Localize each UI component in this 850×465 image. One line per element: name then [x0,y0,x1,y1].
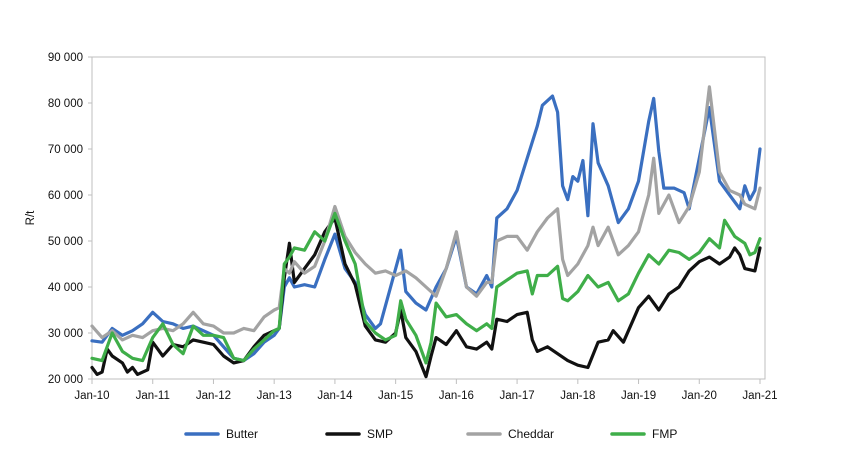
x-axis: Jan-10 Jan-11 Jan-12 Jan-13 Jan-14 Jan-15 Jan-… [74,379,778,402]
series-layer [90,85,762,379]
legend-label-butter: Butter [226,427,258,441]
x-tick-label: Jan-15 [378,390,413,402]
x-tick-label: Jan-13 [257,390,292,402]
y-tick-label: 60 000 [48,190,83,202]
x-tick-label: Jan-10 [74,390,109,402]
y-tick-label: 70 000 [48,144,83,156]
plot-area-frame [91,56,766,380]
x-tick-label: Jan-11 [136,390,170,402]
y-tick-label: 40 000 [48,282,83,294]
legend-label-cheddar: Cheddar [508,427,554,441]
y-tick-label: 50 000 [48,236,83,248]
x-tick-label: Jan-18 [560,390,595,402]
x-tick-label: Jan-14 [317,390,353,402]
x-tick-label: Jan-21 [742,390,777,402]
x-tick-label: Jan-20 [682,390,717,402]
x-tick-label: Jan-16 [439,390,474,402]
y-axis-title: R/t [25,210,37,226]
y-tick-label: 20 000 [48,374,83,386]
y-tick-label: 80 000 [48,98,83,110]
legend-label-smp: SMP [367,427,393,441]
x-tick-label: Jan-12 [196,390,231,402]
series-line-cheddar [90,85,762,342]
x-tick-label: Jan-19 [621,390,656,402]
series-line-butter [90,94,762,363]
series-line-fmp [90,211,762,365]
y-axis: 20 000 30 000 40 000 50 000 60 000 70 000 80 0… [48,52,92,386]
x-tick-label: Jan-17 [500,390,535,402]
legend-label-fmp: FMP [652,427,677,441]
y-tick-label: 90 000 [48,52,83,64]
legend: Butter SMP Cheddar FMP [184,427,677,441]
y-tick-label: 30 000 [48,328,83,340]
series-line-smp [90,216,762,379]
